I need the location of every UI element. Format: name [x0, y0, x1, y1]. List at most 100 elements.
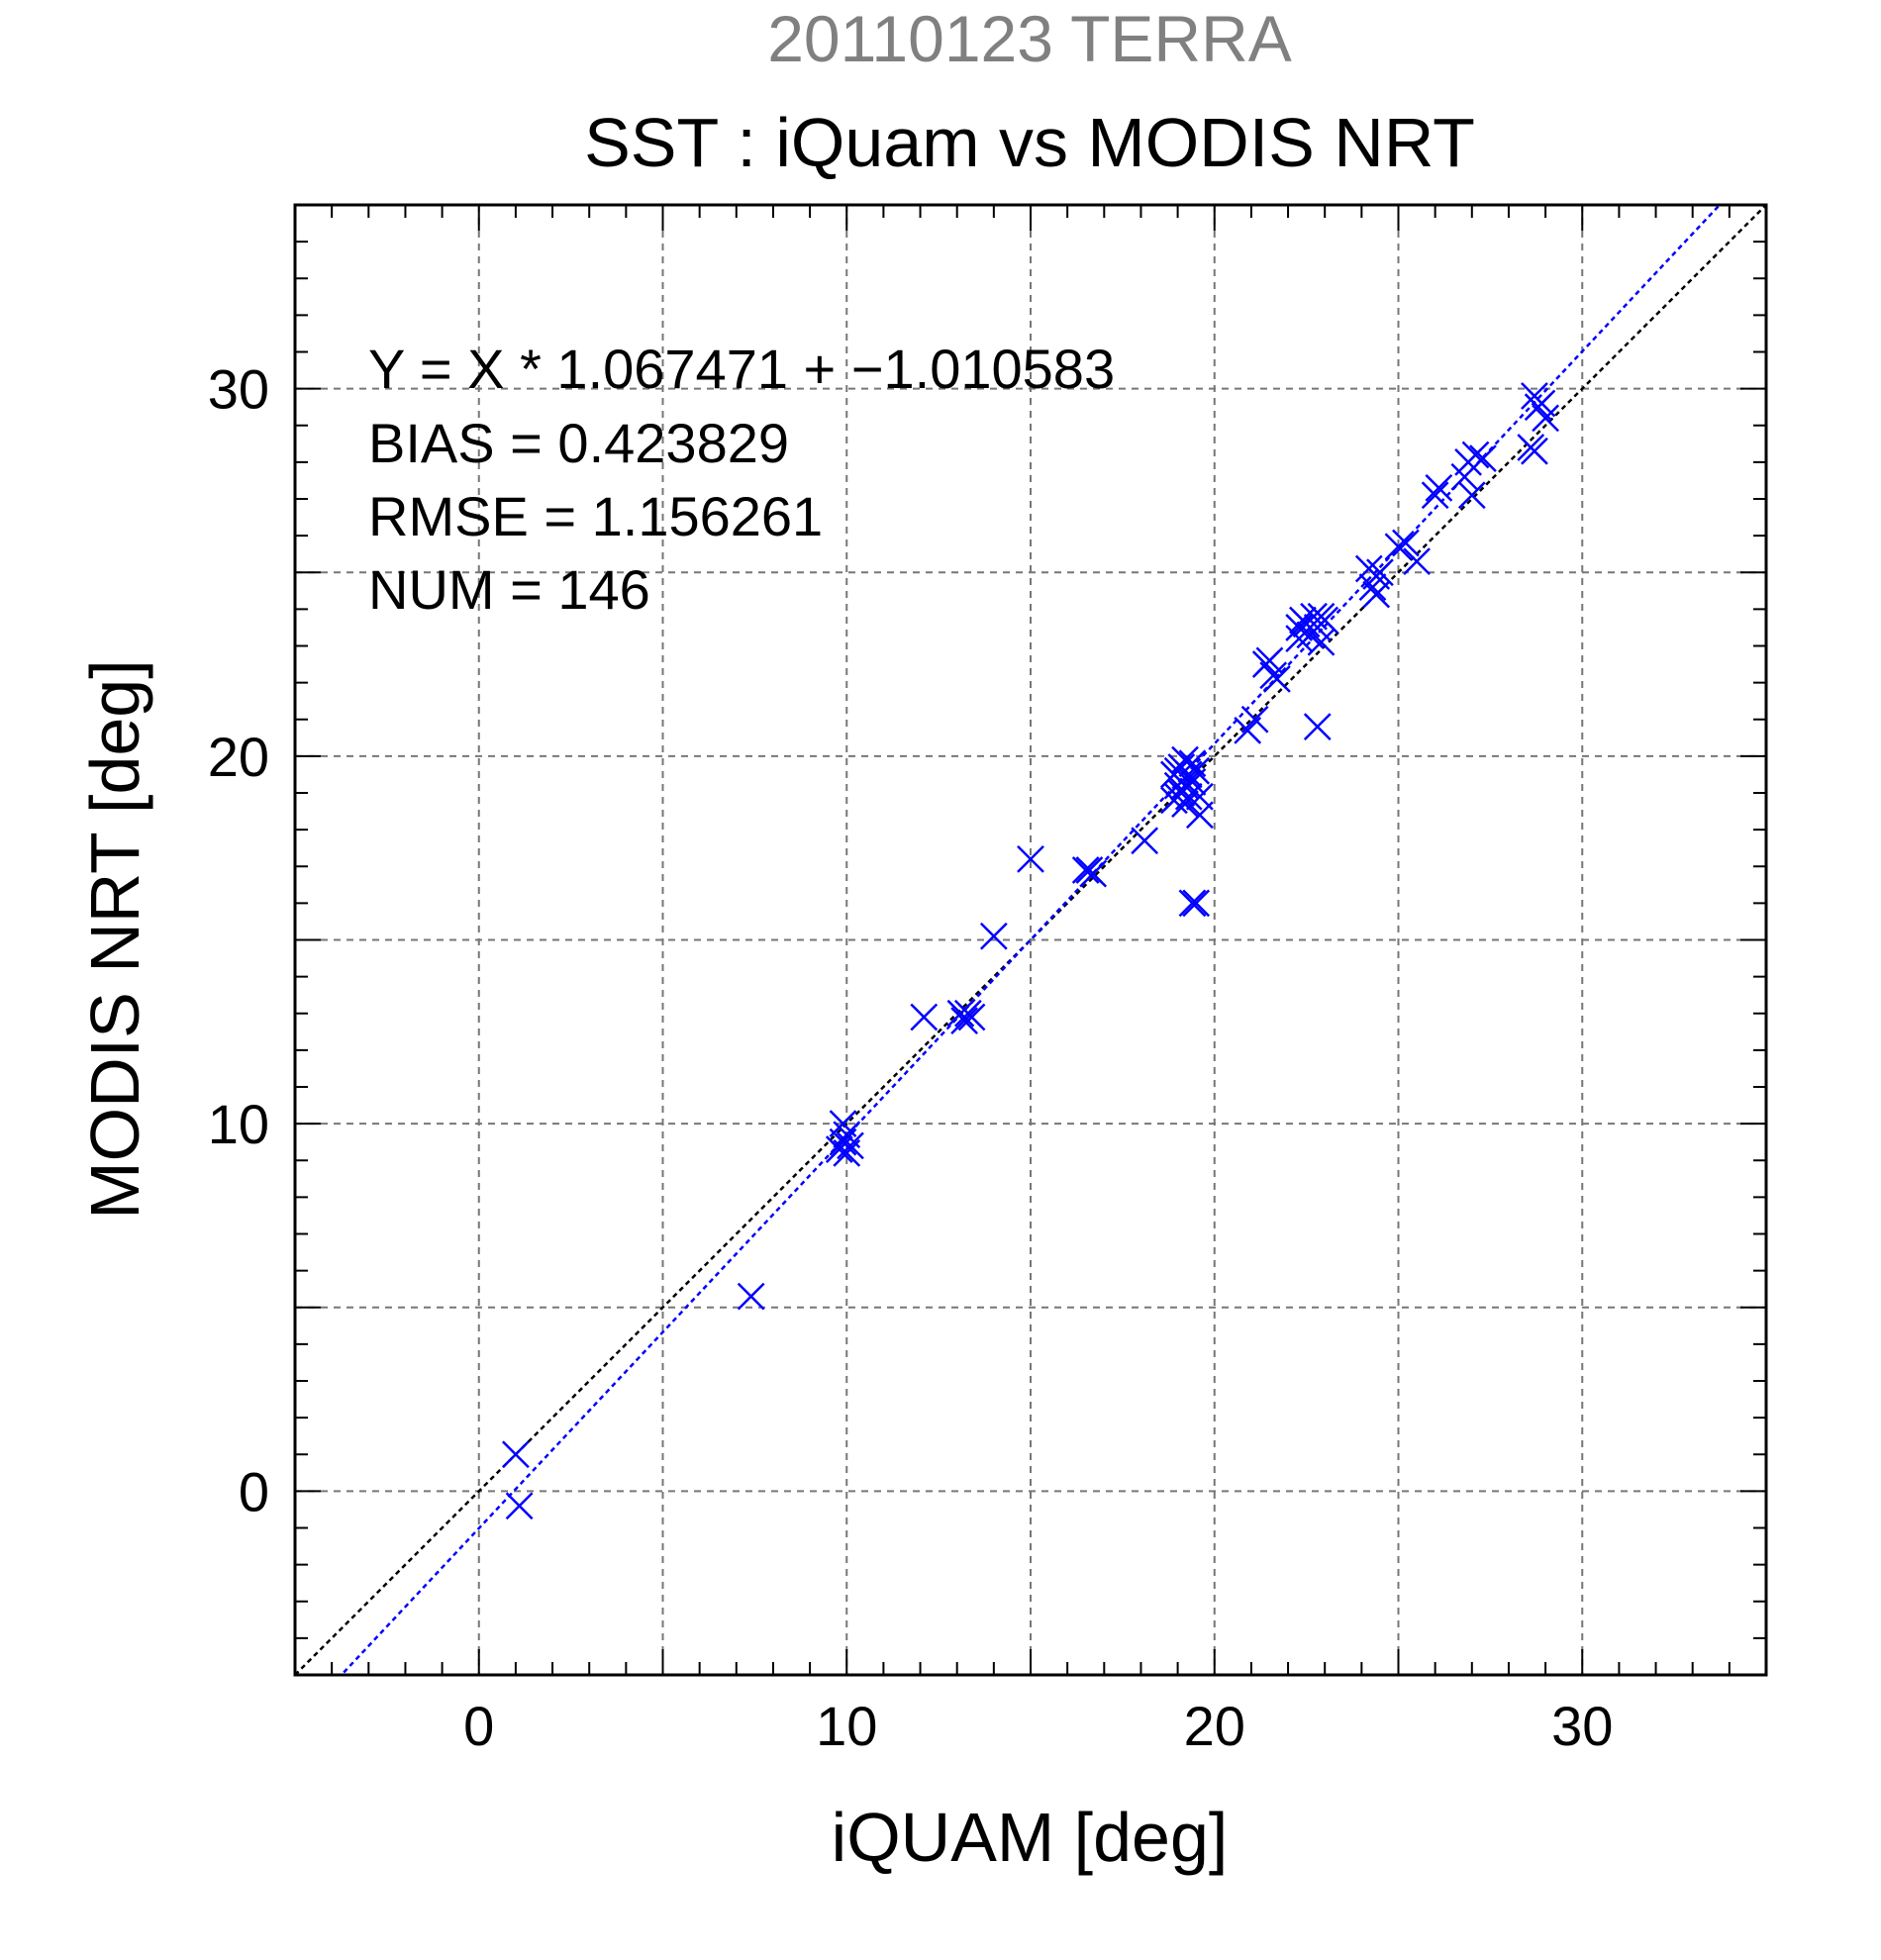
data-point-stroke	[829, 1110, 857, 1138]
reference-lines	[295, 205, 1766, 1675]
data-point-stroke	[1532, 404, 1559, 433]
data-point	[502, 1440, 530, 1469]
data-point-stroke	[1461, 441, 1490, 469]
one-to-one-line	[295, 205, 1766, 1675]
data-point	[957, 1003, 986, 1031]
data-point	[979, 922, 1008, 950]
data-point	[1311, 606, 1339, 635]
data-point-stroke	[1017, 844, 1044, 873]
data-point-stroke	[833, 1121, 861, 1149]
data-point	[829, 1110, 857, 1138]
data-point-stroke	[1421, 481, 1449, 510]
data-point	[1131, 827, 1159, 855]
data-point	[1178, 889, 1207, 918]
data-point	[1461, 441, 1490, 469]
data-point-stroke	[1079, 859, 1108, 888]
data-point	[950, 1007, 979, 1035]
data-point-stroke	[1528, 389, 1556, 418]
fit-equation: Y = X * 1.067471 + −1.010583	[368, 338, 1115, 400]
data-point-stroke	[1186, 782, 1214, 811]
data-point	[1071, 856, 1100, 884]
data-point	[1079, 859, 1108, 888]
data-point	[837, 1131, 864, 1160]
data-point-stroke	[1131, 827, 1159, 855]
data-point	[1300, 602, 1328, 631]
data-point	[1285, 625, 1314, 652]
data-point-stroke	[1171, 790, 1199, 819]
data-point-stroke	[1171, 745, 1199, 774]
axis-ticks	[295, 205, 1766, 1675]
y-tick-label: 30	[208, 358, 269, 421]
x-axis-label: iQUAM [deg]	[832, 1799, 1229, 1876]
data-point-stroke	[957, 1003, 986, 1031]
data-point	[910, 1003, 939, 1031]
num-value: NUM = 146	[368, 558, 650, 621]
data-points	[502, 382, 1559, 1520]
data-point	[1469, 444, 1497, 473]
data-point	[1392, 529, 1420, 557]
chart-date-label: 20110123 TERRA	[767, 2, 1292, 75]
rmse-value: RMSE = 1.156261	[368, 485, 823, 547]
data-point-stroke	[1178, 889, 1207, 918]
data-point	[505, 1492, 534, 1520]
data-point	[1171, 790, 1199, 819]
data-point-stroke	[1303, 713, 1332, 741]
data-point-stroke	[1174, 760, 1203, 789]
data-point-stroke	[1263, 665, 1291, 693]
tick-labels: 0 10 20 30 0 10 20 30	[208, 358, 1614, 1757]
data-point-stroke	[1521, 437, 1548, 465]
data-point	[1358, 573, 1387, 601]
chart-title: SST : iQuam vs MODIS NRT	[584, 104, 1475, 181]
data-point-stroke	[1178, 767, 1207, 796]
stats-annotation: Y = X * 1.067471 + −1.010583 BIAS = 0.42…	[368, 338, 1115, 621]
data-point-stroke	[1285, 625, 1314, 652]
data-point-stroke	[1311, 606, 1339, 635]
y-tick-label: 20	[208, 726, 269, 788]
x-tick-label: 20	[1184, 1695, 1245, 1757]
data-point-stroke	[1182, 889, 1211, 918]
y-tick-label: 0	[239, 1460, 269, 1522]
data-point	[1384, 533, 1413, 561]
data-point	[1171, 745, 1199, 774]
data-point	[1017, 844, 1044, 873]
data-point-stroke	[1240, 705, 1269, 734]
y-axis-label: MODIS NRT [deg]	[76, 659, 153, 1219]
data-point	[1303, 713, 1332, 741]
data-point-stroke	[505, 1492, 534, 1520]
data-point	[946, 999, 975, 1028]
grid-lines	[295, 205, 1766, 1675]
data-point	[1263, 665, 1291, 693]
data-point-stroke	[737, 1282, 765, 1311]
y-tick-label: 10	[208, 1093, 269, 1155]
data-point-stroke	[946, 999, 975, 1028]
data-point-stroke	[1255, 646, 1284, 675]
data-point	[1240, 705, 1269, 734]
data-point	[833, 1121, 861, 1149]
data-point	[1421, 481, 1449, 510]
data-point-stroke	[1071, 856, 1100, 884]
data-point	[1186, 782, 1214, 811]
data-point-stroke	[1469, 444, 1497, 473]
x-tick-label: 0	[463, 1695, 494, 1757]
data-point-stroke	[1362, 580, 1391, 609]
data-point-stroke	[910, 1003, 939, 1031]
data-point-stroke	[1425, 473, 1453, 502]
data-point-stroke	[1358, 573, 1387, 601]
data-point-stroke	[1307, 628, 1336, 656]
data-point	[1425, 473, 1453, 502]
data-point-stroke	[1300, 602, 1328, 631]
data-point	[1521, 437, 1548, 465]
data-point	[1366, 558, 1394, 587]
data-point-stroke	[1384, 533, 1413, 561]
data-point-stroke	[950, 1007, 979, 1035]
data-point-stroke	[825, 1135, 853, 1163]
data-point	[1178, 767, 1207, 796]
data-point	[1532, 404, 1559, 433]
data-point-stroke	[837, 1131, 864, 1160]
x-tick-label: 30	[1551, 1695, 1613, 1757]
data-point	[825, 1135, 853, 1163]
data-point-stroke	[1457, 481, 1486, 510]
fit-line	[340, 205, 1722, 1675]
